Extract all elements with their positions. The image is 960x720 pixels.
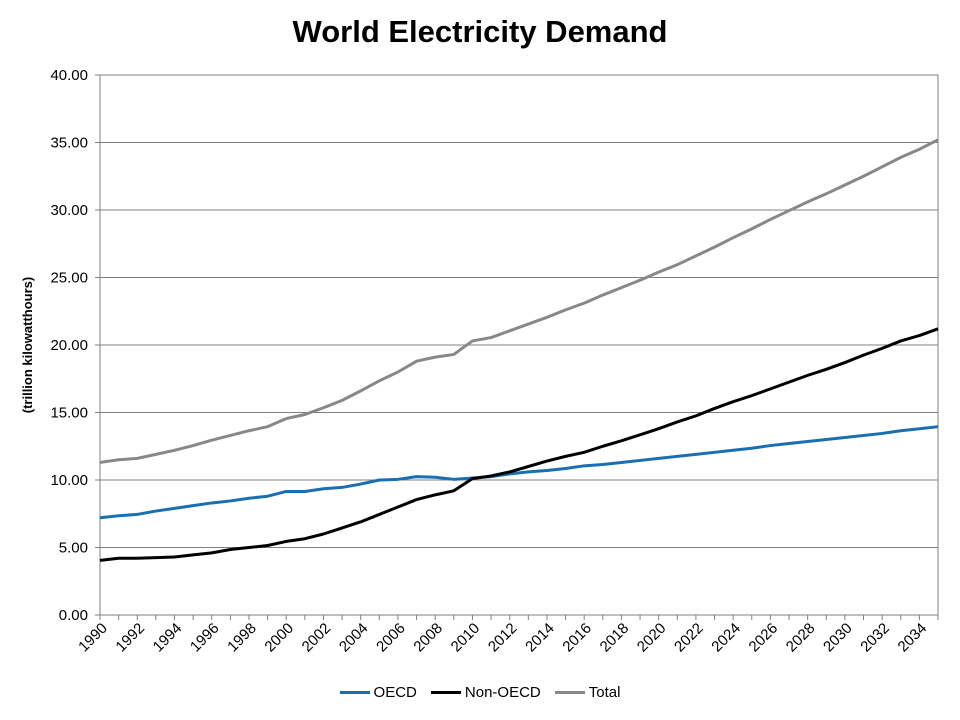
legend-swatch xyxy=(554,691,585,694)
series-lines xyxy=(99,138,939,562)
series-line-total xyxy=(99,138,939,464)
x-tick-label: 2022 xyxy=(671,620,707,656)
y-tick-label: 20.00 xyxy=(50,337,88,354)
series-line-oecd xyxy=(99,425,939,520)
x-tick-label: 2024 xyxy=(708,620,744,656)
x-tick-label: 2018 xyxy=(597,620,633,656)
x-tick-label: 2002 xyxy=(299,620,335,656)
x-tick-label: 2004 xyxy=(336,620,372,656)
legend-label: OECD xyxy=(373,684,417,701)
y-tick-label: 15.00 xyxy=(50,405,88,422)
x-tick-label: 2006 xyxy=(373,620,409,656)
legend-item: OECD xyxy=(339,684,417,701)
y-tick-label: 0.00 xyxy=(59,607,88,624)
y-axis-ticks: 0.00 5.00 10.00 15.00 20.00 25.00 30.00 35.00 40… xyxy=(50,67,100,624)
series-line-non-oecd xyxy=(99,327,939,562)
x-tick-label: 1998 xyxy=(224,620,260,656)
x-tick-label: 2016 xyxy=(559,620,595,656)
x-tick-label: 2028 xyxy=(783,620,819,656)
x-tick-label: 2014 xyxy=(522,620,558,656)
legend: OECD Non-OECD Total xyxy=(0,684,960,701)
x-tick-label: 2030 xyxy=(820,620,856,656)
y-tick-label: 5.00 xyxy=(59,540,88,557)
x-tick-label: 2000 xyxy=(261,620,297,656)
y-tick-label: 10.00 xyxy=(50,472,88,489)
y-axis-label: (trillion kilowatthours) xyxy=(20,277,35,414)
legend-swatch xyxy=(339,691,370,694)
y-tick-label: 25.00 xyxy=(50,270,88,287)
y-tick-label: 40.00 xyxy=(50,67,88,84)
x-tick-label: 1994 xyxy=(150,620,186,656)
gridlines xyxy=(100,74,938,616)
x-tick-label: 2010 xyxy=(448,620,484,656)
legend-swatch xyxy=(430,691,461,694)
x-tick-label: 2020 xyxy=(634,620,670,656)
legend-item: Non-OECD xyxy=(430,684,541,701)
x-tick-label: 1992 xyxy=(112,620,148,656)
x-tick-label: 1996 xyxy=(187,620,223,656)
x-tick-label: 2034 xyxy=(895,620,931,656)
x-tick-label: 1990 xyxy=(75,620,111,656)
y-tick-label: 30.00 xyxy=(50,202,88,219)
x-tick-label: 2026 xyxy=(746,620,782,656)
legend-label: Total xyxy=(588,684,621,701)
legend-item: Total xyxy=(554,684,621,701)
y-tick-label: 35.00 xyxy=(50,135,88,152)
x-axis-ticks: 1990 1992 1994 1996 1998 2000 2002 2004 2006 2008… xyxy=(75,615,939,656)
legend-label: Non-OECD xyxy=(464,684,541,701)
x-tick-label: 2012 xyxy=(485,620,521,656)
chart-title: World Electricity Demand xyxy=(292,14,668,49)
x-tick-label: 2032 xyxy=(857,620,893,656)
x-tick-label: 2008 xyxy=(410,620,446,656)
